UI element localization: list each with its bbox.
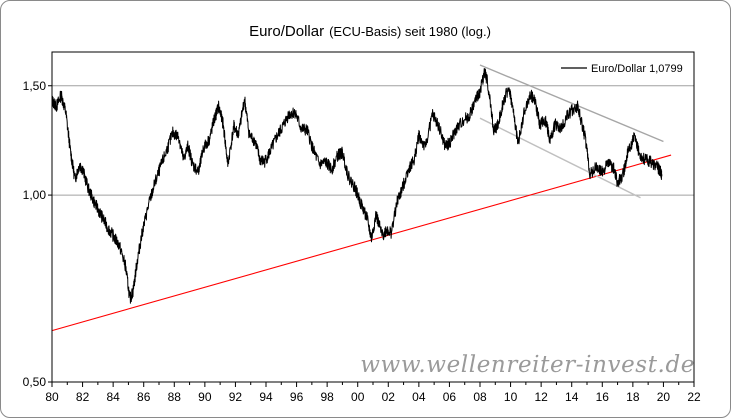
watermark: www.wellenreiter-invest.de: [360, 352, 695, 378]
y-tick-label: 1,00: [23, 188, 47, 202]
x-tick-label: 12: [534, 390, 548, 404]
x-tick-label: 90: [198, 390, 212, 404]
y-gridlines: [52, 85, 694, 196]
x-tick-label: 86: [137, 390, 151, 404]
trendline-support: [51, 154, 672, 332]
x-tick-label: 82: [76, 390, 90, 404]
trendlines: [51, 64, 672, 332]
x-tick-label: 20: [657, 390, 671, 404]
x-tick-label: 08: [473, 390, 487, 404]
y-tick-label: 1,50: [23, 79, 47, 93]
x-tick-label: 06: [443, 390, 457, 404]
trendline-lower-channel: [479, 117, 641, 199]
x-tick-label: 14: [565, 390, 579, 404]
x-tick-label: 04: [412, 390, 426, 404]
series-line-euro-dollar: [51, 68, 663, 304]
x-tick-label: 00: [351, 390, 365, 404]
series-layer: [51, 68, 663, 304]
x-tick-label: 10: [504, 390, 518, 404]
x-tick-label: 16: [596, 390, 610, 404]
x-tick-label: 84: [106, 390, 120, 404]
legend: Euro/Dollar 1,0799: [561, 63, 683, 75]
x-tick-label: 96: [290, 390, 304, 404]
chart-subtitle: (ECU-Basis) seit 1980 (log.): [329, 24, 491, 39]
y-tick-label: 0,50: [23, 375, 47, 389]
plot-area-border: [51, 51, 695, 383]
legend-entry-label: Euro/Dollar 1,0799: [591, 63, 683, 75]
x-tick-label: 18: [626, 390, 640, 404]
x-tick-label: 80: [45, 390, 59, 404]
y-axis: 0,50 1,00 1,50: [23, 79, 52, 389]
x-axis: 80 82 84 86 88 90 92 94 96 98 00 02 04 06 08 10 12 14 16 18…: [45, 382, 701, 404]
chart-title: Euro/Dollar (ECU-Basis) seit 1980 (log.): [249, 23, 491, 40]
x-tick-label: 92: [229, 390, 243, 404]
chart-title-main: Euro/Dollar: [249, 23, 324, 40]
x-tick-label: 22: [687, 390, 701, 404]
x-tick-label: 02: [382, 390, 396, 404]
x-tick-label: 88: [168, 390, 182, 404]
trendline-upper-channel: [479, 64, 664, 143]
x-tick-label: 98: [320, 390, 334, 404]
x-tick-label: 94: [259, 390, 273, 404]
